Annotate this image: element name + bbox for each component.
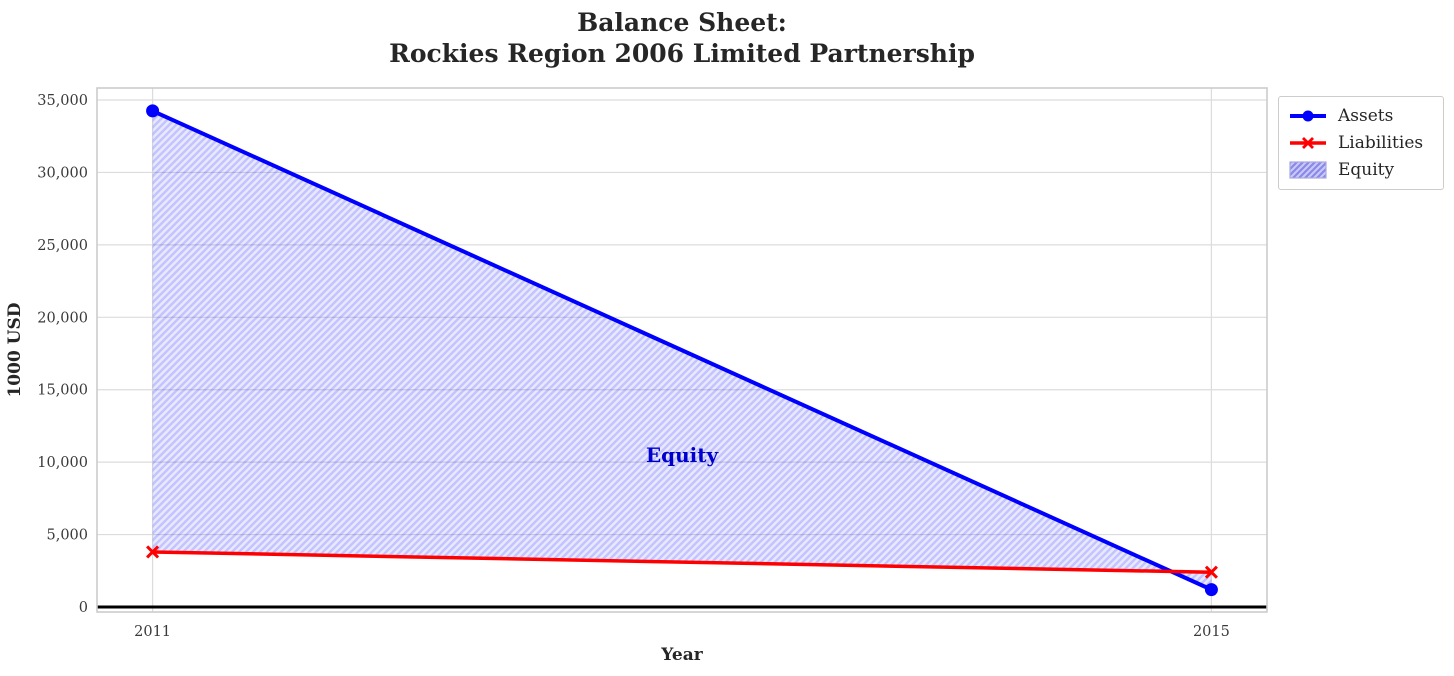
equity-patch-icon — [1289, 160, 1327, 179]
legend-label-liabilities: Liabilities — [1338, 132, 1424, 153]
chart-title-line2: Rockies Region 2006 Limited Partnership — [389, 39, 975, 68]
x-tick-label: 2011 — [134, 624, 171, 640]
assets-line-icon — [1290, 110, 1326, 121]
y-tick-label: 20,000 — [37, 310, 88, 326]
y-tick-label: 0 — [79, 600, 88, 616]
data-series — [146, 104, 1218, 597]
y-tick-label: 5,000 — [46, 528, 88, 544]
assets-marker — [146, 104, 160, 118]
x-axis-label: Year — [661, 645, 703, 665]
legend-item-equity: Equity — [1288, 156, 1434, 183]
y-tick-label: 35,000 — [37, 93, 88, 109]
y-tick-label: 10,000 — [37, 455, 88, 471]
chart-title-line1: Balance Sheet: — [577, 8, 787, 37]
legend-item-liabilities: Liabilities — [1288, 129, 1434, 156]
x-tick-label: 2015 — [1193, 624, 1230, 640]
axes-spines — [96, 87, 1268, 613]
liabilities-marker — [1204, 565, 1218, 579]
y-tick-label: 15,000 — [37, 383, 88, 399]
liabilities-line-icon — [1290, 136, 1326, 149]
assets-line — [150, 108, 1214, 592]
tick-labels: 0 5,000 10,000 15,000 20,000 25,000 30,000 35,0… — [37, 93, 1230, 640]
legend-item-assets: Assets — [1288, 102, 1434, 129]
liabilities-line — [150, 550, 1214, 574]
legend: Assets Liabilities Equity — [1278, 96, 1444, 190]
plot-border — [96, 87, 1268, 613]
y-axis-label: 1000 USD — [5, 302, 25, 398]
legend-label-assets: Assets — [1338, 105, 1394, 126]
legend-label-equity: Equity — [1338, 159, 1395, 180]
liabilities-marker — [146, 545, 160, 559]
assets-marker — [1204, 583, 1218, 597]
equity-annotation: Equity — [645, 443, 719, 468]
y-tick-label: 25,000 — [37, 238, 88, 254]
y-tick-label: 30,000 — [37, 165, 88, 181]
chart-title: Balance Sheet: Rockies Region 2006 Limit… — [97, 7, 1267, 69]
